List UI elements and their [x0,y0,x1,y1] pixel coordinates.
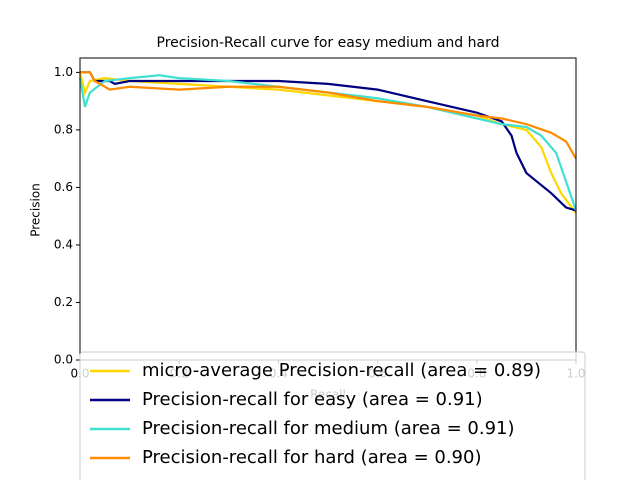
legend-label: micro-average Precision-recall (area = 0… [142,360,541,381]
plot-frame [79,57,577,361]
y-tick-label: 0.4 [54,237,73,251]
y-axis-label: Precision [29,183,43,237]
y-tick-label: 0.2 [54,295,73,309]
y-tick-label: 0.0 [54,353,73,367]
legend-label: Precision-recall for hard (area = 0.90) [142,447,481,468]
pr-curve [78,72,577,214]
pr-curve [80,71,577,212]
legend-label: Precision-recall for medium (area = 0.91… [142,418,515,439]
y-tick-label: 1.0 [54,65,73,79]
legend-box [79,351,586,480]
chart-title: Precision-Recall curve for easy medium a… [157,35,500,51]
pr-curve [80,71,577,160]
y-tick-label: 0.6 [54,180,73,194]
y-tick-label: 0.8 [54,122,73,136]
legend-label: Precision-recall for easy (area = 0.91) [142,389,483,410]
